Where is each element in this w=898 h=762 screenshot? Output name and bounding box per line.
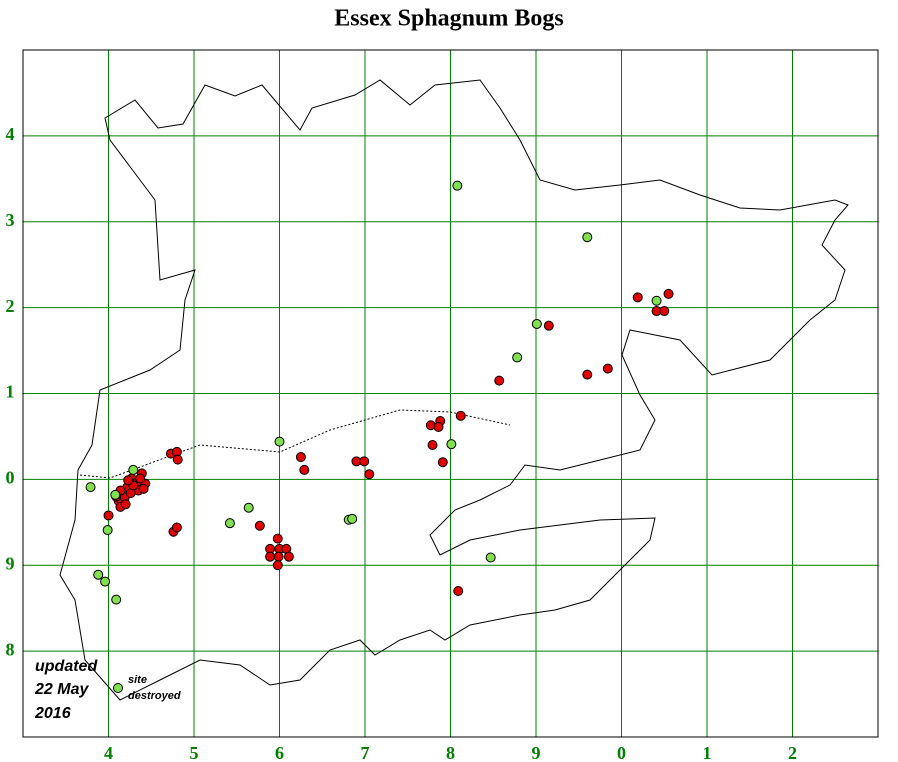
site <box>359 456 370 467</box>
site <box>272 533 283 544</box>
site <box>455 410 466 421</box>
y-tick-label: 4 <box>6 124 15 144</box>
y-tick-label: 3 <box>6 210 15 230</box>
legend-label: destroyed <box>128 690 181 702</box>
boundary <box>79 409 511 479</box>
destroyed-site <box>446 439 457 450</box>
site <box>437 457 448 468</box>
site <box>138 483 149 494</box>
site <box>273 551 284 562</box>
x-tick-label: 4 <box>104 743 113 762</box>
x-tick-label: 8 <box>446 743 455 762</box>
destroyed-site <box>110 489 121 500</box>
y-tick-label: 2 <box>6 296 15 316</box>
destroyed-site <box>93 569 104 580</box>
site <box>171 522 182 533</box>
site <box>295 452 306 463</box>
destroyed-site <box>452 180 463 191</box>
destroyed-site <box>111 594 122 605</box>
x-tick-label: 7 <box>361 743 370 762</box>
site <box>103 510 114 521</box>
destroyed-site <box>485 552 496 563</box>
destroyed-site <box>651 295 662 306</box>
site <box>120 499 131 510</box>
site <box>453 586 464 597</box>
site <box>299 464 310 475</box>
x-tick-label: 1 <box>703 743 712 762</box>
site <box>659 306 670 317</box>
note: 22 May <box>34 681 89 698</box>
frame <box>22 49 879 738</box>
site <box>433 421 444 432</box>
x-tick-label: 6 <box>275 743 284 762</box>
destroyed-site <box>102 525 113 536</box>
site <box>135 473 146 484</box>
site <box>364 469 375 480</box>
site <box>254 520 265 531</box>
destroyed-site <box>85 482 96 493</box>
y-tick-label: 9 <box>6 553 15 573</box>
site <box>632 292 643 303</box>
site <box>123 475 134 486</box>
map-title: Essex Sphagnum Bogs <box>334 6 563 32</box>
x-tick-label: 0 <box>617 743 626 762</box>
grid <box>23 50 878 737</box>
site <box>663 288 674 299</box>
site <box>602 363 613 374</box>
site <box>172 454 183 465</box>
site <box>582 369 593 380</box>
site <box>272 560 283 571</box>
site <box>265 551 276 562</box>
sites <box>85 180 674 605</box>
destroyed-site <box>582 232 593 243</box>
coastline <box>59 79 849 701</box>
note: updated <box>35 658 98 675</box>
destroyed-site <box>224 518 235 529</box>
destroyed-site <box>100 576 111 587</box>
legend-symbol <box>113 683 123 693</box>
destroyed-site <box>347 513 358 524</box>
y-tick-label: 1 <box>6 382 15 402</box>
site <box>283 551 294 562</box>
destroyed-site <box>274 436 285 447</box>
y-tick-label: 0 <box>6 468 15 488</box>
site <box>427 440 438 451</box>
y-tick-label: 8 <box>6 639 15 659</box>
x-tick-label: 5 <box>190 743 199 762</box>
destroyed-site <box>531 318 542 329</box>
destroyed-site <box>243 502 254 513</box>
destroyed-site <box>512 352 523 363</box>
destroyed-site <box>128 464 139 475</box>
x-tick-label: 9 <box>532 743 541 762</box>
legend-label: site <box>128 674 147 686</box>
site <box>494 375 505 386</box>
x-tick-label: 2 <box>788 743 797 762</box>
site <box>543 320 554 331</box>
note: 2016 <box>34 705 71 722</box>
